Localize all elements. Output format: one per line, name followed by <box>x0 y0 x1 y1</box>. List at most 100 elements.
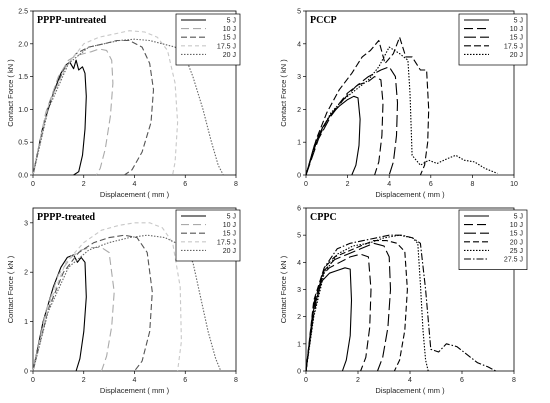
legend-label: 15 J <box>510 231 523 238</box>
x-tick-label: 0 <box>304 377 308 384</box>
chart-cppc: 0 2 4 6 8 0 1 2 3 4 5 6 Displacement ( mm ) Contact F… <box>279 206 528 395</box>
legend-label: 15 J <box>223 35 236 42</box>
x-tick-label: 8 <box>234 377 238 384</box>
legend-label: 5 J <box>514 18 523 25</box>
y-tick-label: 0 <box>24 369 28 376</box>
legend-box <box>175 13 241 66</box>
x-tick-label: 8 <box>234 181 238 188</box>
y-tick-label: 6 <box>297 206 301 213</box>
y-tick-label: 0.5 <box>18 140 28 147</box>
series-line-5-J <box>32 59 87 176</box>
series-line-10-J <box>32 246 115 372</box>
series-line-10-J <box>32 48 114 176</box>
x-axis-label: Displacement ( mm ) <box>100 386 170 395</box>
x-tick-label: 4 <box>408 377 412 384</box>
y-tick-label: 2 <box>24 270 28 277</box>
x-tick-label: 6 <box>183 377 187 384</box>
y-tick-label: 3 <box>24 220 28 227</box>
y-tick-label: 0 <box>297 369 301 376</box>
x-axis-label: Displacement ( mm ) <box>100 190 170 199</box>
legend-label: 15 J <box>510 35 523 42</box>
legend-label: 17.5 J <box>217 239 236 246</box>
y-tick-label: 1.0 <box>18 107 28 114</box>
legend-label: 20 J <box>223 52 236 59</box>
series-line-10-J <box>305 253 372 372</box>
y-tick-label: 4 <box>297 260 301 267</box>
chart-title: PCCP <box>310 15 337 26</box>
x-tick-label: 6 <box>460 377 464 384</box>
y-axis-label: Contact Force ( kN ) <box>279 59 288 127</box>
legend-label: 5 J <box>514 214 523 221</box>
x-axis-label: Displacement ( mm ) <box>375 386 445 395</box>
series-line-17-5-J <box>32 30 179 176</box>
legend-label: 20 J <box>510 239 523 246</box>
series-line-20-J <box>305 240 408 372</box>
legend-label: 17.5 J <box>217 43 236 50</box>
chart-pppp-untreated: 0 2 4 6 8 0.0 0.5 1.0 1.5 2.0 2.5 Displacement ( mm… <box>6 9 241 199</box>
legend-label: 5 J <box>227 18 236 25</box>
x-tick-label: 8 <box>470 181 474 188</box>
y-tick-label: 3 <box>297 287 301 294</box>
series-line-5-J <box>305 95 361 176</box>
series-line-17-5-J <box>32 222 182 372</box>
y-tick-label: 0.0 <box>18 173 28 180</box>
legend-box <box>458 209 528 270</box>
x-tick-label: 10 <box>510 181 518 188</box>
y-tick-label: 4 <box>297 41 301 48</box>
y-tick-label: 5 <box>297 233 301 240</box>
legend-label: 27.5 J <box>504 257 523 264</box>
x-tick-label: 4 <box>133 181 137 188</box>
y-axis-label: Contact Force ( kN ) <box>6 255 15 323</box>
y-tick-label: 2.0 <box>18 41 28 48</box>
y-tick-label: 0 <box>297 173 301 180</box>
legend-label: 17.5 J <box>504 43 523 50</box>
x-tick-label: 2 <box>356 377 360 384</box>
y-tick-label: 2.5 <box>18 9 28 16</box>
y-tick-label: 2 <box>297 314 301 321</box>
series-line-15-J <box>305 66 399 176</box>
series-line-20-J <box>305 46 498 176</box>
x-tick-label: 2 <box>346 181 350 188</box>
y-tick-label: 2 <box>297 107 301 114</box>
legend-box <box>458 13 528 66</box>
legend-label: 25 J <box>510 248 523 255</box>
x-tick-label: 2 <box>82 181 86 188</box>
legend-label: 15 J <box>223 231 236 238</box>
x-tick-label: 8 <box>512 377 516 384</box>
y-tick-label: 1 <box>297 341 301 348</box>
series-line-20-J <box>32 38 224 176</box>
chart-pppp-treated: 0 2 4 6 8 0 1 2 3 Displacement ( mm ) Contact Forc… <box>6 207 241 395</box>
legend-label: 10 J <box>510 222 523 229</box>
x-axis-label: Displacement ( mm ) <box>375 190 445 199</box>
series-line-10-J <box>305 76 384 176</box>
legend-label: 20 J <box>223 248 236 255</box>
series-line-15-J <box>32 39 155 176</box>
chart-pccp: 0 2 4 6 8 10 0 1 2 3 4 5 Displacement ( mm ) Contact … <box>279 9 528 199</box>
series-line-5-J <box>32 254 87 372</box>
y-tick-label: 1 <box>24 319 28 326</box>
y-tick-label: 1.5 <box>18 74 28 81</box>
y-axis-label: Contact Force ( kN ) <box>6 59 15 127</box>
series-line-15-J <box>305 242 392 372</box>
series-line-27-5-J <box>305 234 497 372</box>
series-line-15-J <box>32 234 153 372</box>
series-line-25-J <box>305 234 429 372</box>
plot-frame <box>305 10 515 176</box>
y-tick-label: 1 <box>297 140 301 147</box>
legend-box <box>175 209 241 262</box>
x-tick-label: 0 <box>31 377 35 384</box>
y-axis-label: Contact Force ( kN ) <box>279 255 288 323</box>
x-tick-label: 6 <box>183 181 187 188</box>
series-line-20-J <box>32 234 222 372</box>
series-line-17-5-J <box>305 36 430 176</box>
chart-title: PPPP-treated <box>37 212 96 223</box>
y-tick-label: 5 <box>297 9 301 16</box>
x-tick-label: 2 <box>82 377 86 384</box>
legend-label: 10 J <box>510 26 523 33</box>
chart-title: CPPC <box>310 212 337 223</box>
chart-title: PPPP-untreated <box>37 15 107 26</box>
legend-label: 20 J <box>510 52 523 59</box>
legend-label: 10 J <box>223 222 236 229</box>
x-tick-label: 0 <box>31 181 35 188</box>
